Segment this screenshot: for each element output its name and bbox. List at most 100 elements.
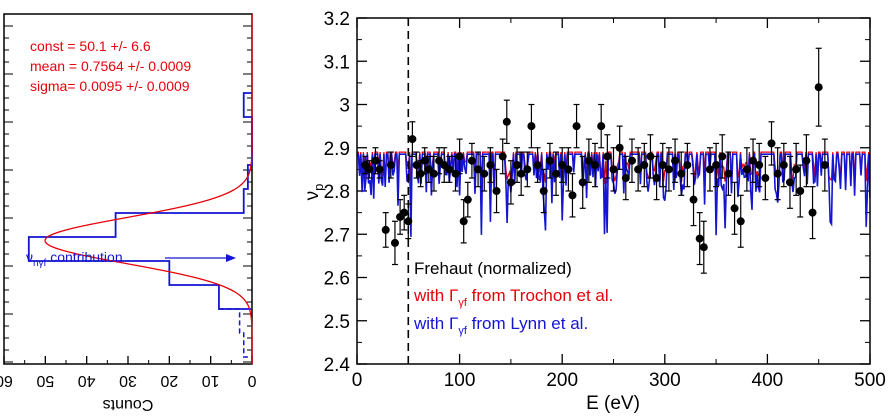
data-marker xyxy=(699,243,708,252)
data-point xyxy=(808,186,817,240)
data-point xyxy=(779,142,788,188)
data-marker xyxy=(742,165,751,174)
annotation-arrow-head xyxy=(226,254,236,262)
data-point xyxy=(742,147,751,192)
data-marker xyxy=(773,169,782,178)
data-marker xyxy=(591,161,600,170)
data-point xyxy=(459,199,468,244)
data-point xyxy=(646,134,655,179)
data-marker xyxy=(474,165,483,174)
fit-const: const = 50.1 +/- 6.6 xyxy=(30,38,151,54)
data-point xyxy=(545,142,554,179)
main-y-tick-label: 2.7 xyxy=(324,225,350,246)
data-marker xyxy=(552,169,561,178)
data-point xyxy=(609,147,618,192)
data-point xyxy=(412,151,421,179)
data-point xyxy=(552,151,561,196)
data-marker xyxy=(603,152,612,161)
data-point xyxy=(365,160,374,179)
data-point xyxy=(445,155,454,183)
main-x-tick-label: 400 xyxy=(752,370,784,391)
legend-lynn: with Γγf from Lynn et al. xyxy=(413,314,588,337)
data-point xyxy=(640,142,649,188)
data-point xyxy=(718,134,727,179)
data-marker xyxy=(646,152,655,161)
main-x-tick-label: 500 xyxy=(854,370,886,391)
data-marker xyxy=(502,117,511,126)
histogram-x-tick-label: 10 xyxy=(202,372,220,389)
data-point xyxy=(533,147,542,183)
data-point xyxy=(492,168,501,214)
legend-frehaut: Frehaut (normalized) xyxy=(414,259,572,278)
data-marker xyxy=(695,234,704,243)
data-marker xyxy=(761,174,770,183)
histogram-x-tick-label: 60 xyxy=(0,372,13,389)
main-x-tick-label: 300 xyxy=(649,370,681,391)
legend: Frehaut (normalized) with Γγf from Troch… xyxy=(413,259,613,337)
data-marker xyxy=(609,165,618,174)
data-marker xyxy=(445,165,454,174)
data-point xyxy=(584,138,593,183)
main-panel: 2.4 2.5 2.6 2.7 2.8 2.9 3 3.1 3.2 0 100 200 300 400 5… xyxy=(302,9,886,414)
data-marker xyxy=(467,156,476,165)
main-frame xyxy=(356,17,871,365)
fit-mean: mean = 0.7564 +/- 0.0009 xyxy=(30,58,191,74)
data-point xyxy=(463,181,472,218)
data-point xyxy=(539,168,548,214)
data-point xyxy=(467,142,476,179)
data-point xyxy=(480,155,489,192)
data-point xyxy=(677,151,686,196)
data-marker xyxy=(523,165,532,174)
data-point xyxy=(451,155,460,192)
data-point xyxy=(730,181,739,235)
data-marker xyxy=(564,165,573,174)
main-y-tick-label: 2.6 xyxy=(324,269,350,290)
data-marker xyxy=(808,208,817,217)
data-point xyxy=(712,142,721,188)
data-point xyxy=(424,155,433,183)
histogram-ticks xyxy=(3,25,253,364)
data-marker xyxy=(755,161,764,170)
histogram-x-tick-label: 40 xyxy=(78,372,96,389)
main-x-tick-label: 0 xyxy=(352,370,363,391)
data-point xyxy=(513,147,522,183)
data-marker xyxy=(568,191,577,200)
data-point xyxy=(736,194,745,248)
histogram-x-axis-label: Counts xyxy=(103,396,154,413)
main-x-tick-labels: 0 100 200 300 400 500 xyxy=(352,370,886,391)
data-marker xyxy=(545,156,554,165)
data-marker xyxy=(652,174,661,183)
data-point xyxy=(627,138,636,183)
data-marker xyxy=(689,195,698,204)
histogram-x-tick-label: 0 xyxy=(247,372,256,389)
data-marker xyxy=(814,83,823,92)
data-point xyxy=(523,151,532,188)
histogram-x-tick-label: 20 xyxy=(160,372,178,389)
data-marker xyxy=(375,165,384,174)
data-point xyxy=(390,220,399,266)
main-y-tick-label: 3 xyxy=(339,96,350,117)
data-point xyxy=(773,147,782,201)
data-marker xyxy=(658,161,667,170)
data-point xyxy=(689,173,698,227)
main-y-axis-label: νp xyxy=(302,184,326,201)
data-marker xyxy=(779,161,788,170)
main-y-tick-label: 2.5 xyxy=(324,312,350,333)
data-point xyxy=(820,138,829,192)
data-point xyxy=(396,199,405,235)
data-marker xyxy=(615,143,624,152)
data-point xyxy=(517,151,526,196)
data-point xyxy=(498,138,507,175)
main-x-tick-label: 200 xyxy=(546,370,578,391)
data-point xyxy=(408,121,417,157)
data-marker xyxy=(412,161,421,170)
histogram-x-tick-label: 50 xyxy=(36,372,54,389)
data-marker xyxy=(498,152,507,161)
data-point xyxy=(558,147,567,183)
data-marker xyxy=(420,156,429,165)
main-y-tick-label: 2.9 xyxy=(324,139,350,160)
data-point xyxy=(455,138,464,175)
data-marker xyxy=(486,161,495,170)
data-point xyxy=(802,134,811,188)
